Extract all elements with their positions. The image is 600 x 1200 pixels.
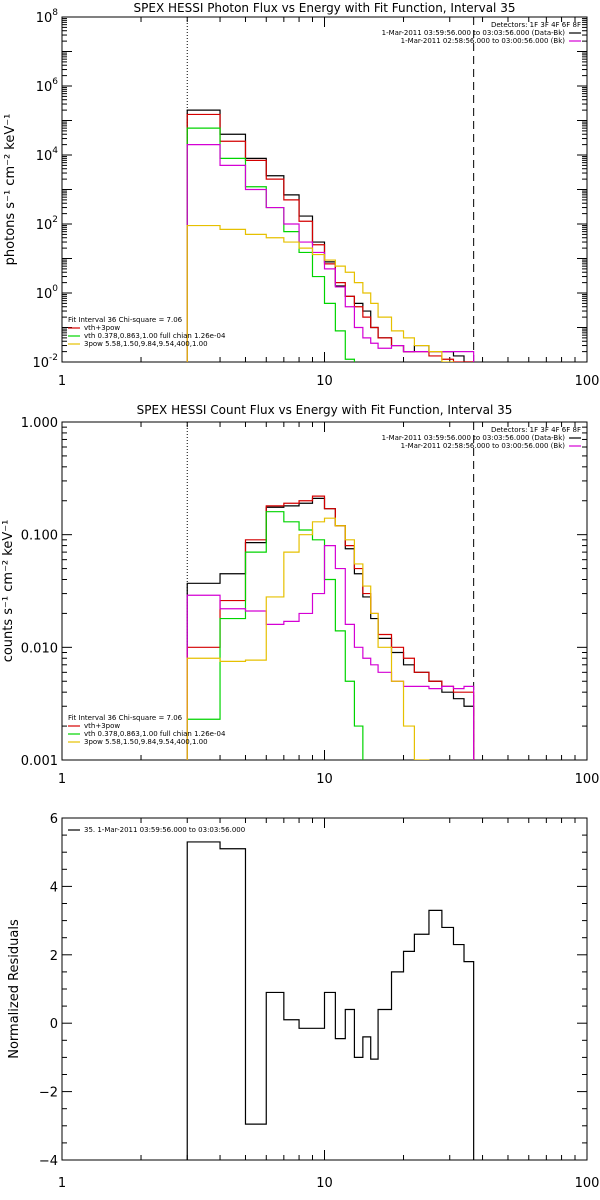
series-line-3 [186, 544, 475, 760]
chart-title: SPEX HESSI Count Flux vs Energy with Fit… [137, 403, 513, 417]
y-tick-base: 10 [36, 149, 53, 164]
y-tick-label: 0.100 [21, 529, 58, 544]
y-tick-label: 10-2 [32, 353, 58, 371]
y-tick-label: 100 [36, 284, 59, 302]
legend-right-label: Detectors: 1F 3F 4F 6F 8F [491, 426, 581, 434]
series-line-2 [186, 511, 364, 760]
y-tick-base: 0.100 [21, 529, 58, 544]
y-axis-label: photons s⁻¹ cm⁻² keV⁻¹ [3, 114, 18, 266]
plot-frame [61, 817, 588, 1161]
x-tick-label: 10 [316, 1176, 333, 1191]
y-tick-exponent: 4 [52, 146, 58, 156]
y-tick-label: −4 [39, 1154, 58, 1169]
series-group [186, 109, 475, 362]
y-tick-label: −2 [39, 1086, 58, 1101]
y-tick-exponent: 0 [52, 284, 58, 294]
y-tick-label: 104 [36, 146, 59, 164]
legend-left-label: vth+3pow [84, 324, 120, 332]
x-tick-label: 100 [575, 772, 600, 787]
y-tick-label: 2 [50, 949, 58, 964]
series-group [186, 841, 475, 1160]
residuals-chart: 1 10 100 −4 −2 0 2 4 6 Normalized Residuals 35. 1-… [7, 812, 600, 1191]
y-tick-label: 0.010 [21, 641, 58, 656]
legend-left-label: 3pow 5.58,1.50,9.84,9.54,400,1.00 [84, 738, 208, 746]
y-tick-base: 6 [50, 812, 58, 827]
legend-left-label: Fit Interval 36 Chi-square = 7.06 [68, 316, 183, 324]
series-line-0 [186, 109, 475, 362]
plot-frame [61, 16, 588, 363]
legend-right-label: 1-Mar-2011 03:59:56.000 to 03:03:56.000 … [382, 434, 566, 442]
y-axis-label: Normalized Residuals [7, 919, 22, 1059]
y-tick-base: 10 [32, 356, 49, 371]
x-tick-label: 100 [575, 1176, 600, 1191]
legend-right-label: Detectors: 1F 3F 4F 6F 8F [491, 21, 581, 29]
series-line-0 [186, 497, 475, 760]
x-tick-label: 1 [58, 1176, 66, 1191]
series-line-2 [186, 127, 356, 362]
y-tick-label: 102 [36, 215, 58, 233]
legend-right-label: 1-Mar-2011 02:58:56.000 to 03:00:56.000 … [401, 37, 566, 45]
legend-left-label: vth 0.378,0.863,1.00 full chian 1.26e-04 [84, 332, 226, 340]
y-tick-base: 4 [50, 880, 58, 895]
chart-title: SPEX HESSI Photon Flux vs Energy with Fi… [134, 1, 516, 15]
series-line-4 [186, 224, 455, 362]
y-tick-base: 10 [36, 11, 53, 26]
y-tick-exponent: 8 [52, 8, 58, 18]
y-axis-label: counts s⁻¹ cm⁻² keV⁻¹ [1, 520, 16, 663]
y-tick-base: 0 [50, 1017, 58, 1032]
y-tick-base: 1.000 [21, 416, 58, 431]
y-tick-label: 4 [50, 880, 58, 895]
legend-right-label: 1-Mar-2011 03:59:56.000 to 03:03:56.000 … [382, 29, 566, 37]
y-tick-base: 2 [50, 949, 58, 964]
x-tick-label: 10 [316, 374, 333, 389]
y-tick-base: 10 [36, 287, 53, 302]
series-line-3 [186, 144, 475, 362]
y-tick-base: 0.001 [21, 754, 58, 769]
series-line-0 [186, 841, 475, 1160]
photon-flux-chart: SPEX HESSI Photon Flux vs Energy with Fi… [3, 1, 600, 389]
x-tick-label: 10 [316, 772, 333, 787]
series-line-1 [186, 113, 475, 362]
x-tick-label: 100 [575, 374, 600, 389]
y-tick-base: −4 [39, 1154, 58, 1169]
legend-left-label: Fit Interval 36 Chi-square = 7.06 [68, 714, 183, 722]
count-flux-chart: SPEX HESSI Count Flux vs Energy with Fit… [1, 403, 600, 787]
legend-left-label: vth 0.378,0.863,1.00 full chian 1.26e-04 [84, 730, 226, 738]
y-tick-base: 10 [36, 80, 53, 95]
y-tick-label: 0.001 [21, 754, 58, 769]
series-group [186, 495, 475, 760]
y-tick-exponent: -2 [49, 353, 58, 363]
y-tick-base: 0.010 [21, 641, 58, 656]
legend-left-label: vth+3pow [84, 722, 120, 730]
legend-right-label: 1-Mar-2011 02:58:56.000 to 03:00:56.000 … [401, 442, 566, 450]
series-line-1 [186, 495, 475, 760]
x-tick-label: 1 [58, 772, 66, 787]
legend-left-label: 35. 1-Mar-2011 03:59:56.000 to 03:03:56.… [84, 826, 245, 834]
y-tick-exponent: 2 [52, 215, 58, 225]
legend-left-label: 3pow 5.58,1.50,9.84,9.54,400,1.00 [84, 340, 208, 348]
y-tick-base: 10 [36, 218, 53, 233]
y-tick-base: −2 [39, 1086, 58, 1101]
x-tick-label: 1 [58, 374, 66, 389]
y-tick-exponent: 6 [52, 77, 58, 87]
y-tick-label: 6 [50, 812, 58, 827]
y-tick-label: 0 [50, 1017, 58, 1032]
y-tick-label: 108 [36, 8, 59, 26]
y-tick-label: 1.000 [21, 416, 58, 431]
series-line-4 [186, 517, 430, 760]
y-tick-label: 106 [36, 77, 59, 95]
